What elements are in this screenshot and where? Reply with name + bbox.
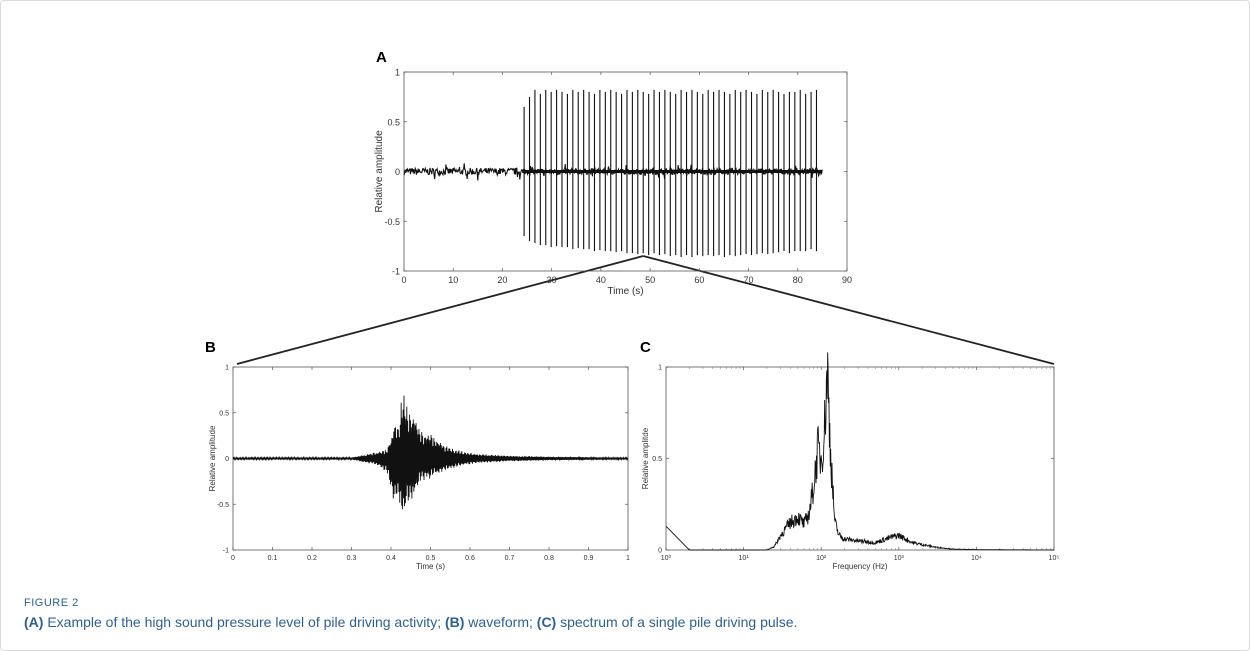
x-tick-label: 0.9 <box>584 555 594 562</box>
y-tick-label: -1 <box>392 267 400 277</box>
caption-part-b-text: waveform; <box>464 614 537 630</box>
y-tick-label: -0.5 <box>217 502 229 509</box>
caption-part-a-text: Example of the high sound pressure level… <box>43 614 445 630</box>
x-tick-label: 70 <box>744 275 754 285</box>
x-tick-label: 10⁵ <box>1049 555 1060 562</box>
x-tick-label: 90 <box>842 275 852 285</box>
x-tick-label: 60 <box>694 275 704 285</box>
x-tick-label: 50 <box>645 275 655 285</box>
y-tick-label: 1 <box>658 365 662 372</box>
x-tick-label: 30 <box>547 275 557 285</box>
x-tick-label: 10¹ <box>739 555 750 562</box>
panel-c-chart: 10⁰ 10¹ 10² 10³ 10⁴ 10⁵ 0 0.5 1 Frequency (Hz) Rel… <box>641 352 1059 571</box>
x-tick-label: 0.6 <box>465 555 475 562</box>
panel-letter-c: C <box>640 339 651 356</box>
y-tick-label: 0 <box>225 456 229 463</box>
x-tick-label: 0.2 <box>307 555 317 562</box>
caption-part-c-text: spectrum of a single pile driving pulse. <box>556 614 798 630</box>
panel-letter-a: A <box>376 49 387 66</box>
y-tick-label: 0.5 <box>387 117 400 127</box>
x-tick-label: 20 <box>497 275 507 285</box>
y-axis-label: Relative amplitude <box>208 425 217 491</box>
x-tick-label: 10⁰ <box>661 554 672 562</box>
x-tick-label: 0 <box>231 555 235 562</box>
y-tick-label: 0 <box>395 167 400 177</box>
panel-a-chart: 0 10 20 30 40 50 60 70 80 90 -1 -0.5 0 0.5 1 Time (s) Re… <box>374 68 852 298</box>
figure-caption: (A) Example of the high sound pressure l… <box>24 614 797 630</box>
plot-frame <box>665 366 1055 551</box>
x-axis-label: Time (s) <box>607 286 643 297</box>
x-tick-label: 1 <box>626 555 630 562</box>
y-tick-label: -0.5 <box>384 217 400 227</box>
y-tick-label: 0 <box>658 548 662 555</box>
y-tick-label: 0.5 <box>219 410 229 417</box>
zoom-line-left <box>236 255 644 365</box>
y-axis-label: Relative amplitude <box>374 130 385 213</box>
x-axis-label: Time (s) <box>416 562 445 571</box>
x-tick-label: 10⁴ <box>971 555 982 562</box>
x-tick-label: 0.3 <box>347 555 357 562</box>
y-tick-label: 0.5 <box>652 456 662 463</box>
x-tick-label: 80 <box>793 275 803 285</box>
zoom-connector-lines <box>236 255 1055 365</box>
panel-b-chart: 0 0.1 0.2 0.3 0.4 0.5 0.6 0.7 0.8 0.9 1 -1 -0.5 0 0.5 1… <box>208 365 630 572</box>
y-axis-label: Relative amplitde <box>641 427 650 489</box>
panel-letter-b: B <box>205 339 216 356</box>
x-axis-label: Frequency (Hz) <box>832 562 887 571</box>
zoom-line-right <box>642 255 1055 365</box>
x-tick-label: 0 <box>401 275 406 285</box>
caption-part-a-label: (A) <box>24 614 44 630</box>
caption-part-c-label: (C) <box>536 614 557 630</box>
caption-part-b-label: (B) <box>444 614 465 630</box>
y-tick-label: -1 <box>223 548 229 555</box>
x-tick-label: 0.8 <box>544 555 554 562</box>
x-tick-label: 10³ <box>894 555 905 562</box>
x-tick-label: 0.4 <box>386 555 396 562</box>
x-tick-label: 0.1 <box>268 555 278 562</box>
x-tick-label: 10 <box>448 275 458 285</box>
y-tick-label: 1 <box>225 365 229 372</box>
waveform-trace <box>232 395 629 510</box>
figure-label: FIGURE 2 <box>24 597 79 609</box>
spectrum-trace <box>665 352 1054 551</box>
x-tick-label: 0.5 <box>426 555 436 562</box>
x-tick-label: 0.7 <box>505 555 515 562</box>
x-tick-label: 40 <box>596 275 606 285</box>
y-tick-label: 1 <box>395 68 400 78</box>
x-tick-label: 10² <box>816 555 827 562</box>
